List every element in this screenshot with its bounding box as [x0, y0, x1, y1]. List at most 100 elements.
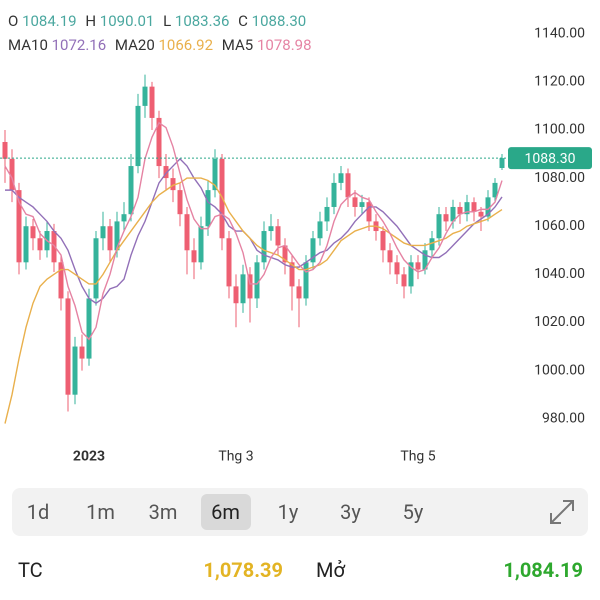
- candle-body: [352, 197, 358, 207]
- candle-body: [114, 221, 120, 251]
- candle-body: [184, 214, 190, 251]
- candle-body: [485, 197, 491, 217]
- legend-value: 1090.01: [99, 12, 155, 30]
- candle-body: [457, 206, 463, 215]
- candle-body: [135, 105, 141, 167]
- candle-body: [2, 141, 8, 159]
- candle-body: [338, 173, 344, 183]
- candle-body: [268, 226, 274, 232]
- y-tick-label: 1020.00: [534, 314, 585, 330]
- candle-body: [275, 226, 281, 246]
- candle-body: [226, 238, 232, 287]
- candle-body: [93, 238, 99, 299]
- ma-line: [5, 157, 503, 305]
- candle-body: [429, 238, 435, 251]
- candle-body: [79, 346, 85, 359]
- candle-body: [366, 202, 372, 222]
- candle-body: [317, 221, 323, 239]
- legend-label: C: [238, 12, 248, 30]
- candle-body: [436, 214, 442, 239]
- period-button[interactable]: 1y: [277, 500, 299, 524]
- candle-body: [72, 346, 78, 395]
- ohlc-legend: O 1084.19 H 1090.01 L 1083.36 C 1088.30: [8, 12, 311, 30]
- legend-value: 1072.16: [51, 36, 107, 54]
- y-tick-label: 1140.00: [534, 25, 585, 41]
- candle-body: [492, 182, 498, 198]
- candle-body: [86, 298, 92, 359]
- stat-label: Mở: [316, 558, 345, 582]
- candle-body: [415, 262, 421, 270]
- candle-body: [58, 262, 64, 299]
- legend-label: H: [85, 12, 97, 30]
- candle-body: [212, 158, 218, 191]
- candle-body: [380, 231, 386, 251]
- candle-body: [51, 231, 57, 263]
- ma-line: [4, 121, 503, 341]
- candle-body: [247, 274, 253, 299]
- legend-value: 1083.36: [174, 12, 230, 30]
- period-button[interactable]: 5y: [402, 500, 424, 524]
- candle-body: [254, 262, 260, 299]
- candle-body: [65, 298, 71, 395]
- y-tick-label: 1060.00: [534, 218, 585, 234]
- candle-body: [170, 178, 176, 191]
- candle-body: [422, 250, 428, 270]
- candle-body: [303, 262, 309, 299]
- candle-body: [128, 166, 134, 215]
- chart: 980.00 1000.00 1020.00 1040.00 1060.00 1080.0…: [0, 25, 592, 465]
- candle-body: [9, 158, 15, 191]
- candle-body: [107, 226, 113, 251]
- legend-label: O: [8, 12, 19, 30]
- candle-body: [478, 211, 484, 217]
- candle-body: [177, 190, 183, 215]
- period-button[interactable]: 3m: [148, 500, 178, 524]
- candle-body: [443, 214, 449, 222]
- candle-body: [296, 286, 302, 299]
- candle-body: [240, 274, 246, 304]
- legend-label: MA5: [221, 36, 254, 54]
- legend-label: MA10: [8, 36, 48, 54]
- candle-body: [359, 202, 365, 207]
- candle-body: [464, 202, 470, 215]
- period-button[interactable]: 1d: [26, 500, 50, 524]
- candle-body: [324, 206, 330, 222]
- period-button[interactable]: 6m: [200, 494, 251, 530]
- expand-icon[interactable]: [547, 497, 577, 527]
- candle-body: [163, 166, 169, 179]
- candle-body: [310, 238, 316, 263]
- period-bar: 1d 1m 3m 6m 1y 3y 5y: [12, 488, 588, 536]
- candle-body: [205, 190, 211, 227]
- candle-body: [37, 238, 43, 251]
- legend-value: 1088.30: [251, 12, 307, 30]
- y-tick-label: 1040.00: [534, 266, 585, 282]
- legend-value: 1066.92: [158, 36, 214, 54]
- candle-body: [450, 206, 456, 222]
- candle-body: [198, 226, 204, 263]
- candle-body: [408, 262, 414, 287]
- period-button[interactable]: 1m: [86, 500, 115, 524]
- candle-body: [387, 250, 393, 263]
- last-price-tag: [508, 147, 592, 170]
- candle-body: [499, 158, 505, 169]
- candle-body: [471, 202, 477, 212]
- legend-label: MA20: [114, 36, 155, 54]
- x-tick-label: 2023: [73, 449, 105, 465]
- candle-body: [149, 86, 155, 118]
- y-tick-label: 1100.00: [534, 122, 585, 138]
- candle-body: [331, 182, 337, 207]
- candle-body: [16, 190, 22, 263]
- candle-body: [156, 117, 162, 167]
- candle-body: [261, 231, 267, 263]
- stat-label: TC: [18, 558, 43, 582]
- candle-body: [30, 226, 36, 239]
- last-price-label: 1088.30: [525, 151, 576, 167]
- x-tick-label: Thg 5: [400, 449, 435, 465]
- y-tick-label: 1000.00: [534, 362, 585, 378]
- candle-body: [345, 173, 351, 198]
- candle-body: [282, 245, 288, 263]
- candle-body: [233, 286, 239, 304]
- period-button[interactable]: 3y: [340, 500, 361, 524]
- candle-body: [23, 226, 29, 263]
- legend-value: 1078.98: [256, 36, 312, 54]
